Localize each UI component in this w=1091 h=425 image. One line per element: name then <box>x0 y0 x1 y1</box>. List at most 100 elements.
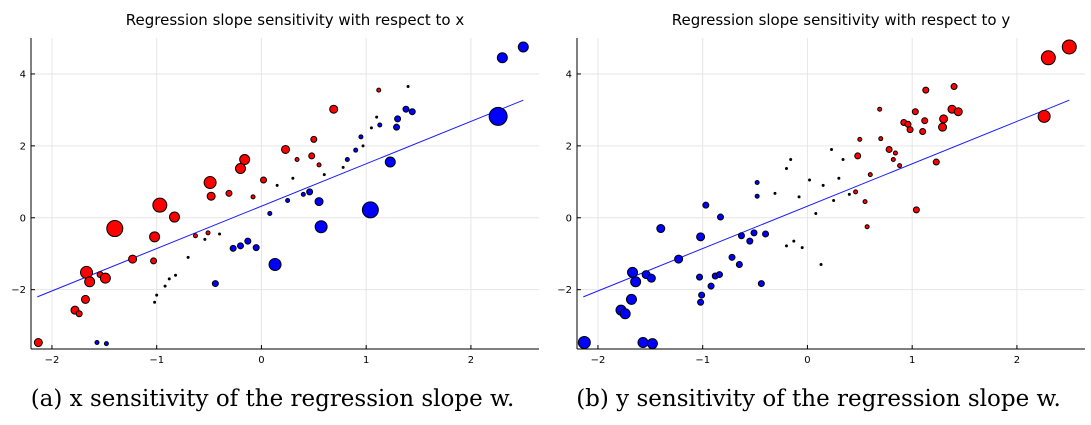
data-point-blue <box>702 201 710 209</box>
data-point-black <box>341 165 345 169</box>
data-point-red <box>912 206 920 214</box>
data-point-blue <box>358 134 364 140</box>
data-point-blue <box>353 147 359 153</box>
regression-line <box>583 99 1070 298</box>
x-tick-label: 1 <box>363 355 369 366</box>
data-point-black <box>322 173 326 177</box>
data-point-blue <box>630 276 642 288</box>
data-point-black <box>821 183 825 187</box>
data-point-black <box>797 195 801 199</box>
data-point-blue <box>314 197 324 207</box>
data-point-blue <box>306 188 314 196</box>
y-tick-label: 0 <box>566 213 572 224</box>
data-point-blue <box>402 105 410 113</box>
panel-y-sensitivity: Regression slope sensitivity with respec… <box>546 0 1091 425</box>
data-point-red <box>950 83 958 91</box>
x-tick-label: −2 <box>45 355 60 366</box>
y-sensitivity-scatter-chart: Regression slope sensitivity with respec… <box>557 11 1085 366</box>
data-point-red <box>939 114 949 124</box>
y-tick-label: 4 <box>20 69 26 80</box>
data-point-blue <box>696 232 706 242</box>
data-point-black <box>163 284 167 288</box>
data-point-blue <box>268 258 282 272</box>
data-point-blue <box>762 230 770 238</box>
data-point-red <box>260 176 268 184</box>
data-point-red <box>1061 39 1077 55</box>
data-point-black <box>375 115 379 119</box>
data-point-blue <box>735 261 743 269</box>
data-point-blue <box>384 156 396 168</box>
x-tick-label: −1 <box>149 355 164 366</box>
data-point-red <box>250 194 256 200</box>
data-point-blue <box>737 232 745 240</box>
data-point-blue <box>674 254 684 264</box>
data-point-black <box>792 239 796 243</box>
data-point-blue <box>496 52 508 64</box>
data-point-black <box>406 85 410 89</box>
data-point-black <box>369 126 373 130</box>
data-point-blue <box>746 237 754 245</box>
data-point-blue <box>314 220 328 234</box>
x-tick-label: 2 <box>468 355 474 366</box>
caption-a: (a) x sensitivity of the regression slop… <box>30 386 515 412</box>
data-point-black <box>830 147 834 151</box>
data-point-red <box>149 231 161 243</box>
data-point-red <box>281 144 291 154</box>
data-point-red <box>922 86 930 94</box>
data-point-red <box>205 230 211 236</box>
data-point-blue <box>211 280 219 288</box>
data-point-red <box>234 163 246 175</box>
data-point-blue <box>94 340 100 346</box>
data-point-red <box>877 106 883 112</box>
data-point-red <box>938 122 948 132</box>
data-point-red <box>867 172 873 178</box>
data-point-blue <box>267 210 273 216</box>
data-point-black <box>291 176 295 180</box>
data-point-red <box>906 126 914 134</box>
data-point-blue <box>408 108 416 116</box>
data-point-blue <box>577 336 591 350</box>
data-point-red <box>885 145 893 153</box>
data-point-red <box>75 310 83 318</box>
data-point-red <box>878 136 884 142</box>
data-point-red <box>206 191 216 201</box>
data-point-red <box>316 162 322 168</box>
data-point-blue <box>715 271 723 279</box>
data-point-blue <box>625 293 637 305</box>
x-tick-label: −2 <box>591 355 606 366</box>
data-point-red <box>953 107 963 117</box>
data-point-red <box>152 197 168 213</box>
regression-line <box>37 99 524 298</box>
data-point-red <box>99 272 111 284</box>
data-point-red <box>239 154 251 166</box>
data-point-red <box>84 276 96 288</box>
data-point-black <box>837 176 841 180</box>
data-point-red <box>106 220 124 238</box>
x-sensitivity-scatter-chart: Regression slope sensitivity with respec… <box>11 11 539 366</box>
data-point-blue <box>646 338 658 350</box>
data-point-blue <box>244 237 252 245</box>
data-point-black <box>841 158 845 162</box>
chart-title: Regression slope sensitivity with respec… <box>126 11 465 29</box>
data-point-red <box>294 157 300 163</box>
data-point-blue <box>754 180 760 186</box>
data-point-red <box>862 199 868 205</box>
data-point-blue <box>300 191 306 197</box>
data-point-red <box>854 152 862 160</box>
y-tick-label: −2 <box>11 285 26 296</box>
data-point-blue <box>252 244 260 252</box>
y-tick-label: 2 <box>566 141 572 152</box>
data-point-blue <box>707 282 715 290</box>
y-tick-label: 4 <box>566 69 572 80</box>
data-point-black <box>808 178 812 182</box>
data-point-blue <box>750 229 758 237</box>
data-point-black <box>784 244 788 248</box>
data-point-black <box>819 263 823 267</box>
data-point-red <box>203 176 217 190</box>
data-point-red <box>897 163 903 169</box>
y-tick-label: −2 <box>557 285 572 296</box>
data-point-black <box>773 191 777 195</box>
data-point-blue <box>517 41 529 53</box>
data-point-black <box>784 167 788 171</box>
data-point-red <box>80 294 90 304</box>
